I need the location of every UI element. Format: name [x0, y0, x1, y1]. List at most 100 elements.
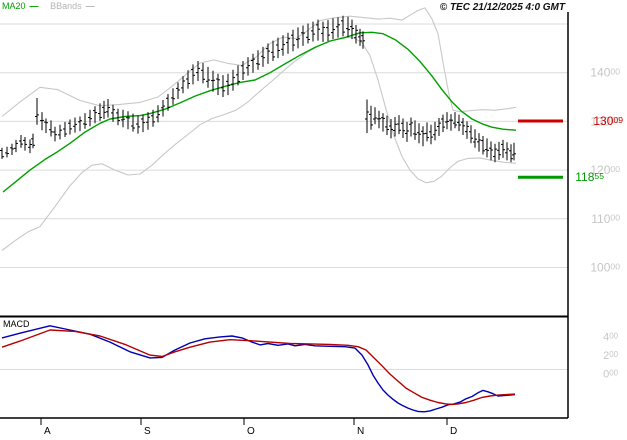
price-level-label: 13009 [593, 114, 623, 128]
price-bar [306, 23, 310, 44]
price-bar [121, 109, 125, 128]
price-bar [485, 138, 489, 158]
price-bar [102, 100, 106, 119]
price-bar [211, 70, 215, 92]
price-bar [176, 82, 180, 99]
price-bar [191, 64, 195, 85]
price-bar [501, 139, 505, 158]
price-bar [321, 21, 325, 42]
price-bar [156, 105, 160, 123]
month-label: A [44, 426, 51, 437]
price-bar [433, 121, 437, 141]
price-bar [385, 115, 389, 135]
price-bar [512, 142, 516, 161]
price-bar [369, 105, 373, 130]
price-bar [421, 126, 425, 147]
price-bar [40, 112, 44, 131]
price-bar [111, 104, 115, 122]
price-bar [401, 118, 405, 138]
price-bar [63, 121, 67, 137]
price-bar [246, 57, 250, 76]
price-bar [291, 29, 295, 52]
price-bar [271, 40, 275, 61]
price-bar [405, 121, 409, 142]
price-bar [397, 115, 401, 135]
price-bar [413, 120, 417, 140]
price-bar [441, 114, 445, 133]
price-bar [350, 19, 354, 40]
price-bar [301, 25, 305, 46]
price-bar [276, 37, 280, 59]
ma20-legend-label: MA20 [2, 1, 26, 11]
price-bar [481, 136, 485, 155]
price-axis-tick-label: 12000 [590, 163, 620, 177]
price-bar [141, 114, 145, 133]
svg-text:000: 000 [603, 369, 619, 381]
price-bar [437, 118, 441, 136]
svg-text:400: 400 [603, 331, 619, 343]
macd-axis-tick-label: 200 [603, 350, 619, 362]
price-bar [23, 137, 27, 151]
price-bar [365, 99, 369, 134]
price-bar [354, 25, 358, 44]
svg-text:11000: 11000 [591, 212, 620, 226]
price-bar [19, 135, 23, 148]
price-bar [83, 113, 87, 129]
svg-text:13009: 13009 [593, 114, 623, 128]
price-bar [311, 21, 315, 42]
month-label: S [144, 426, 151, 437]
price-bar [509, 144, 513, 163]
price-bar [201, 63, 205, 84]
copyright-text: © TEC 21/12/2025 4:0 GMT [439, 2, 565, 13]
price-bar [5, 146, 9, 158]
price-bar [28, 139, 32, 154]
price-bar [505, 142, 509, 161]
svg-text:10000: 10000 [590, 261, 620, 275]
price-bar [78, 116, 82, 132]
price-bar [296, 27, 300, 49]
price-bar [336, 17, 340, 38]
price-bar [346, 16, 350, 38]
macd-axis-tick-label: 000 [603, 369, 619, 381]
price-bar [286, 32, 290, 54]
price-bar [88, 109, 92, 127]
price-axis-tick-label: 14000 [590, 66, 620, 80]
price-bar [461, 118, 465, 135]
price-bar [316, 19, 320, 41]
price-bar [231, 69, 235, 91]
price-bar [261, 46, 265, 67]
macd-line [1, 325, 516, 413]
price-bar [68, 119, 72, 135]
month-label: N [357, 426, 364, 437]
price-bar [457, 114, 461, 132]
macd-pane-label: MACD [3, 319, 30, 329]
svg-text:11855: 11855 [575, 170, 604, 184]
price-bar [146, 112, 150, 130]
price-bar [266, 43, 270, 64]
price-bar [445, 112, 449, 130]
price-bar [10, 143, 14, 155]
price-bar [151, 109, 155, 127]
price-bar [251, 53, 255, 73]
price-bar [453, 112, 457, 129]
price-bar [131, 113, 135, 132]
price-bar [393, 117, 397, 137]
price-bar [489, 141, 493, 161]
price-bar [136, 115, 140, 134]
price-bar [186, 70, 190, 89]
price-bar [497, 141, 501, 160]
price-bar [358, 28, 362, 46]
price-bar [221, 75, 225, 97]
bbands-legend-dash-icon: — [84, 1, 95, 11]
price-bar [196, 61, 200, 81]
macd-axis-tick-label: 400 [603, 331, 619, 343]
indicator-legend: MA20 — BBands — [2, 1, 95, 11]
price-bar [417, 123, 421, 144]
price-bar [73, 117, 77, 133]
price-bar [469, 125, 473, 144]
price-bar [14, 139, 18, 153]
ma20-line [2, 31, 517, 193]
svg-text:12000: 12000 [590, 163, 620, 177]
price-bar [44, 118, 48, 134]
